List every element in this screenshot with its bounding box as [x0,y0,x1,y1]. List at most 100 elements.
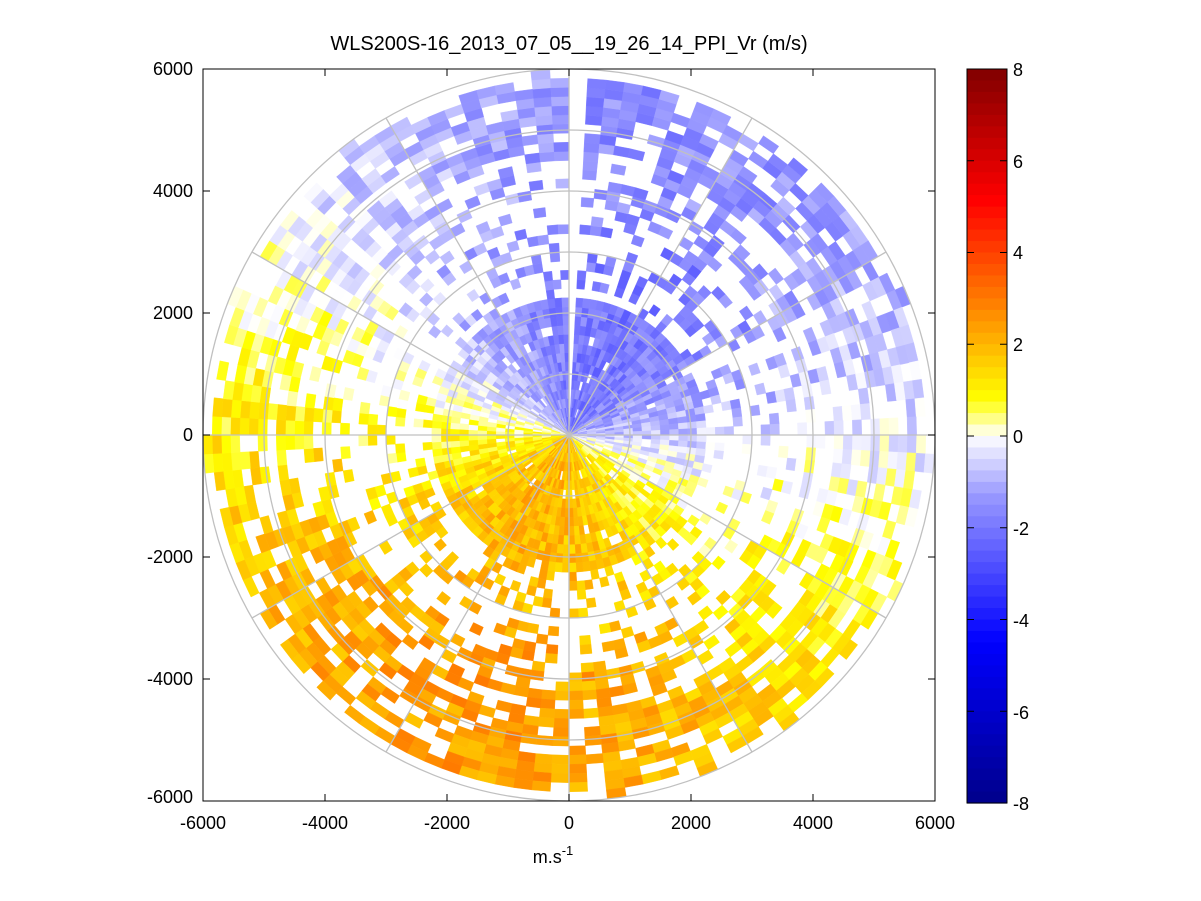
velocity-cell [532,263,544,275]
velocity-cell [678,434,689,442]
velocity-cell [526,235,540,248]
colorbar-tick-label: -4 [1013,611,1029,631]
velocity-cell [906,434,917,454]
x-tick-label: -4000 [302,813,348,833]
velocity-cell [599,576,610,588]
velocity-cell [610,163,627,176]
colorbar-swatch [967,413,1007,426]
velocity-cell [537,234,550,246]
velocity-cell [857,387,870,405]
velocity-cell [538,716,555,728]
velocity-cell [359,401,371,415]
colorbar-swatch [967,69,1007,82]
velocity-cell [475,221,491,235]
velocity-cell [539,707,555,719]
velocity-cell [627,148,646,162]
colorbar-swatch [967,493,1007,506]
velocity-cell [212,397,224,418]
velocity-cell [582,160,598,172]
velocity-cell [905,452,917,472]
colorbar-ticks [967,68,1007,804]
velocity-cell [703,404,714,414]
velocity-cell [211,434,223,454]
velocity-cell [563,324,570,335]
velocity-cell [562,544,570,555]
colorbar-tick-label: -6 [1013,703,1029,723]
velocity-cell [555,553,564,564]
velocity-cell [524,152,541,165]
velocity-cell [859,450,871,467]
velocity-cell [586,78,607,90]
velocity-cell [879,434,890,453]
velocity-cell [418,359,431,372]
velocity-cell [422,441,433,451]
colorbar-swatch [967,745,1007,758]
velocity-cell [498,292,510,305]
velocity-cell [563,526,570,536]
velocity-cell [351,326,366,343]
velocity-cell [433,538,447,552]
velocity-cell [550,87,570,98]
velocity-cell [797,422,808,436]
colorbar-swatch [967,229,1007,242]
velocity-cell [312,501,326,518]
colorbar: 8 6 4 2 0 -2 -4 -6 -8 [966,60,1029,814]
velocity-cell [669,434,680,441]
velocity-cell [435,368,447,380]
velocity-cell [581,552,590,563]
velocity-cell [568,690,584,701]
velocity-cell [833,420,844,436]
colorbar-swatch [967,367,1007,380]
velocity-cell [367,413,379,426]
colorbar-swatch [967,619,1007,632]
colorbar-swatch [967,516,1007,529]
velocity-cell [398,302,413,317]
velocity-cell [589,225,603,237]
velocity-cell [630,234,645,248]
velocity-cell [563,535,570,546]
velocity-cell [562,306,570,317]
velocity-cell [696,477,709,488]
velocity-cell [677,422,689,430]
velocity-cell [686,414,697,423]
velocity-cell [710,108,732,126]
velocity-cell [286,390,299,407]
colorbar-swatch [967,653,1007,666]
velocity-cell [714,426,725,436]
velocity-cell [592,660,607,672]
velocity-cell [585,753,604,765]
velocity-cell [285,419,296,436]
velocity-cell [230,399,242,419]
velocity-cell [559,343,565,354]
velocity-cell [532,771,552,783]
velocity-cell [534,753,553,765]
velocity-cell [741,443,752,455]
velocity-cell [896,451,908,471]
velocity-cell [285,405,297,421]
velocity-cell [579,224,592,236]
velocity-cell [547,298,556,309]
velocity-cell [477,434,488,441]
velocity-cell [303,448,315,463]
x-tick-label: 2000 [671,813,711,833]
colorbar-swatch [967,252,1007,265]
velocity-cell [440,440,451,449]
velocity-cell [525,696,542,709]
velocity-cell [572,498,577,509]
velocity-cell [598,622,612,635]
velocity-cell [562,315,570,326]
velocity-cell [785,398,797,413]
velocity-cell [413,418,424,428]
velocity-cell [850,449,862,466]
velocity-cell [221,416,232,436]
grid-spoke [251,251,570,436]
grid-spoke [568,434,753,753]
velocity-cell [574,534,581,545]
velocity-cell [560,270,570,280]
velocity-cell [660,434,670,441]
velocity-cell [551,114,570,125]
velocity-cell [715,501,729,515]
colorbar-tick-label: -2 [1013,519,1029,539]
velocity-cell [660,429,670,436]
